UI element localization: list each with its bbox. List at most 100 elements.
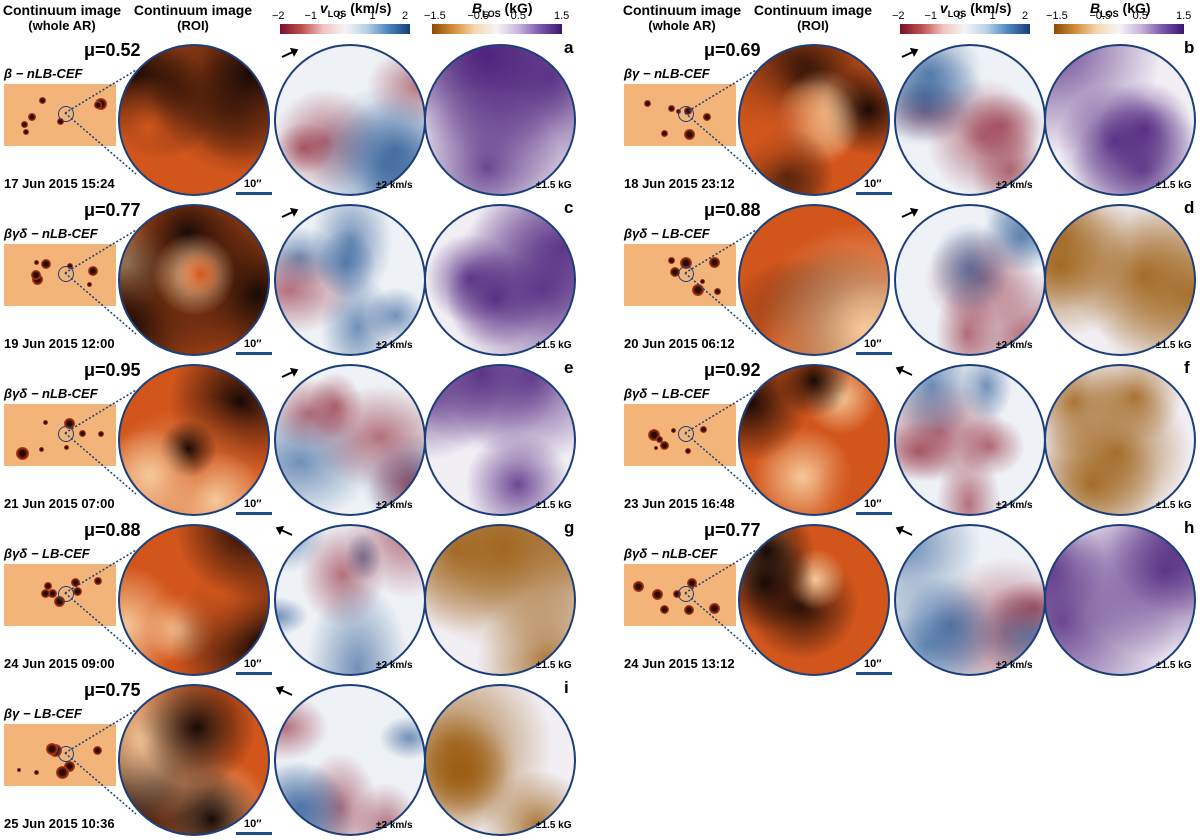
sunspot-mark: [39, 97, 46, 104]
header-whole-ar-title: Continuum image: [2, 2, 122, 18]
header-whole-ar-sub: (whole AR): [28, 18, 96, 33]
blos-range-label: ±1.5 kG: [536, 340, 572, 351]
sunspot-mark: [73, 587, 82, 596]
observation-date: 19 Jun 2015 12:00: [4, 336, 115, 351]
roi-marker: [58, 266, 74, 282]
sunspot-mark: [714, 288, 721, 295]
blos-circle: [424, 204, 576, 356]
vlos-range-label: ±2 km/s: [996, 180, 1033, 191]
classification-label: βγδ − LB-CEF: [624, 386, 710, 401]
sunspot-mark: [48, 589, 57, 598]
observation-date: 17 Jun 2015 15:24: [4, 176, 115, 191]
panel-d: μ=0.88 βγδ − LB-CEF 20 Jun 2015 06:12 d 10′′…: [620, 198, 1200, 360]
vlos-circle: [894, 364, 1046, 516]
scale-bar-label: 10′′: [864, 338, 882, 350]
whole-ar-thumbnail: [624, 84, 736, 146]
panel-b: μ=0.69 βγ − nLB-CEF 18 Jun 2015 23:12 b 10′′…: [620, 38, 1200, 200]
whole-ar-thumbnail: [624, 564, 736, 626]
vlos-range-label: ±2 km/s: [376, 500, 413, 511]
vlos-label-main-right: v: [940, 0, 948, 16]
classification-label: β − nLB-CEF: [4, 66, 83, 81]
vlos-tick: −1: [304, 10, 318, 22]
panel-letter: b: [1184, 38, 1195, 57]
roi-continuum-circle: [118, 204, 270, 356]
sunspot-mark: [660, 441, 669, 450]
vlos-circle: [274, 364, 426, 516]
sunspot-mark: [670, 267, 680, 277]
blos-tick: −0.5: [1089, 10, 1112, 22]
sunspot-mark: [671, 428, 676, 433]
vlos-circle: [274, 44, 426, 196]
sunspot-mark: [673, 590, 681, 598]
blos-colorbar-right: [1054, 24, 1184, 34]
blos-range-label: ±1.5 kG: [536, 820, 572, 831]
panel-letter: a: [564, 38, 574, 57]
mu-value: μ=0.75: [84, 680, 141, 700]
blos-label-unit: (kG): [500, 0, 533, 16]
blos-label-sub: LOS: [482, 8, 501, 19]
blos-colorbar-label-left: BLOS (kG): [472, 0, 533, 19]
mu-value: μ=0.69: [704, 40, 761, 60]
sunspot-mark: [692, 284, 704, 296]
vlos-label-main: v: [320, 0, 328, 16]
disk-center-arrow: [897, 527, 913, 536]
header-roi-right: Continuum image (ROI): [748, 2, 878, 34]
disk-center-arrow: [277, 687, 293, 696]
sunspot-mark: [700, 426, 707, 433]
header-roi-title-right: Continuum image: [753, 2, 873, 18]
vlos-tick: −2: [892, 10, 905, 22]
sunspot-mark: [34, 260, 39, 265]
disk-center-arrow: [901, 49, 917, 58]
panel-e: μ=0.95 βγδ − nLB-CEF 21 Jun 2015 07:00 e 10′…: [0, 358, 590, 520]
sunspot-mark: [709, 603, 720, 614]
blos-tick: 1.5: [554, 10, 570, 22]
roi-marker: [678, 106, 694, 122]
vlos-label-unit: (km/s): [346, 0, 392, 16]
header-whole-ar-right: Continuum image (whole AR): [622, 2, 742, 34]
scale-bar: [856, 352, 892, 355]
panel-i: μ=0.75 βγ − LB-CEF 25 Jun 2015 10:36 i 10′′ ±…: [0, 678, 590, 840]
sunspot-mark: [656, 436, 663, 443]
sunspot-mark: [684, 129, 695, 140]
whole-ar-thumbnail: [4, 724, 116, 786]
blos-range-label: ±1.5 kG: [1156, 180, 1192, 191]
sunspot-mark: [87, 282, 92, 287]
mu-value: μ=0.88: [704, 200, 761, 220]
whole-ar-thumbnail: [624, 404, 736, 466]
sunspot-mark: [654, 446, 658, 450]
blos-circle: [1044, 524, 1196, 676]
scale-bar: [236, 832, 272, 835]
disk-center-arrow: [281, 369, 297, 378]
blos-colorbar-label-right: BLOS (kG): [1090, 0, 1151, 19]
mu-value: μ=0.52: [84, 40, 141, 60]
disk-center-arrow: [281, 209, 297, 218]
vlos-circle: [274, 684, 426, 836]
blos-circle: [424, 684, 576, 836]
sunspot-mark: [17, 768, 21, 772]
blos-range-label: ±1.5 kG: [1156, 500, 1192, 511]
roi-marker: [58, 746, 74, 762]
blos-range-label: ±1.5 kG: [1156, 340, 1192, 351]
vlos-label-sub-right: LOS: [947, 8, 967, 19]
roi-marker: [58, 106, 74, 122]
scale-bar-label: 10′′: [244, 338, 262, 350]
sunspot-mark: [41, 259, 51, 269]
blos-range-label: ±1.5 kG: [536, 500, 572, 511]
vlos-range-label: ±2 km/s: [996, 340, 1033, 351]
scale-bar-label: 10′′: [864, 178, 882, 190]
sunspot-mark: [23, 129, 29, 135]
scale-bar-label: 10′′: [864, 498, 882, 510]
panel-letter: d: [1184, 198, 1195, 217]
roi-continuum-circle: [738, 44, 890, 196]
sunspot-mark: [57, 118, 64, 125]
classification-label: βγδ − LB-CEF: [4, 546, 90, 561]
scale-bar: [856, 512, 892, 515]
sunspot-mark: [661, 130, 668, 137]
blos-label-main: B: [472, 0, 483, 16]
sunspot-mark: [94, 577, 102, 585]
classification-label: βγδ − LB-CEF: [624, 226, 710, 241]
sunspot-mark: [79, 430, 86, 437]
roi-continuum-circle: [738, 204, 890, 356]
vlos-tick: 0: [957, 10, 964, 22]
vlos-colorbar-label-right: vLOS (km/s): [940, 0, 1011, 19]
